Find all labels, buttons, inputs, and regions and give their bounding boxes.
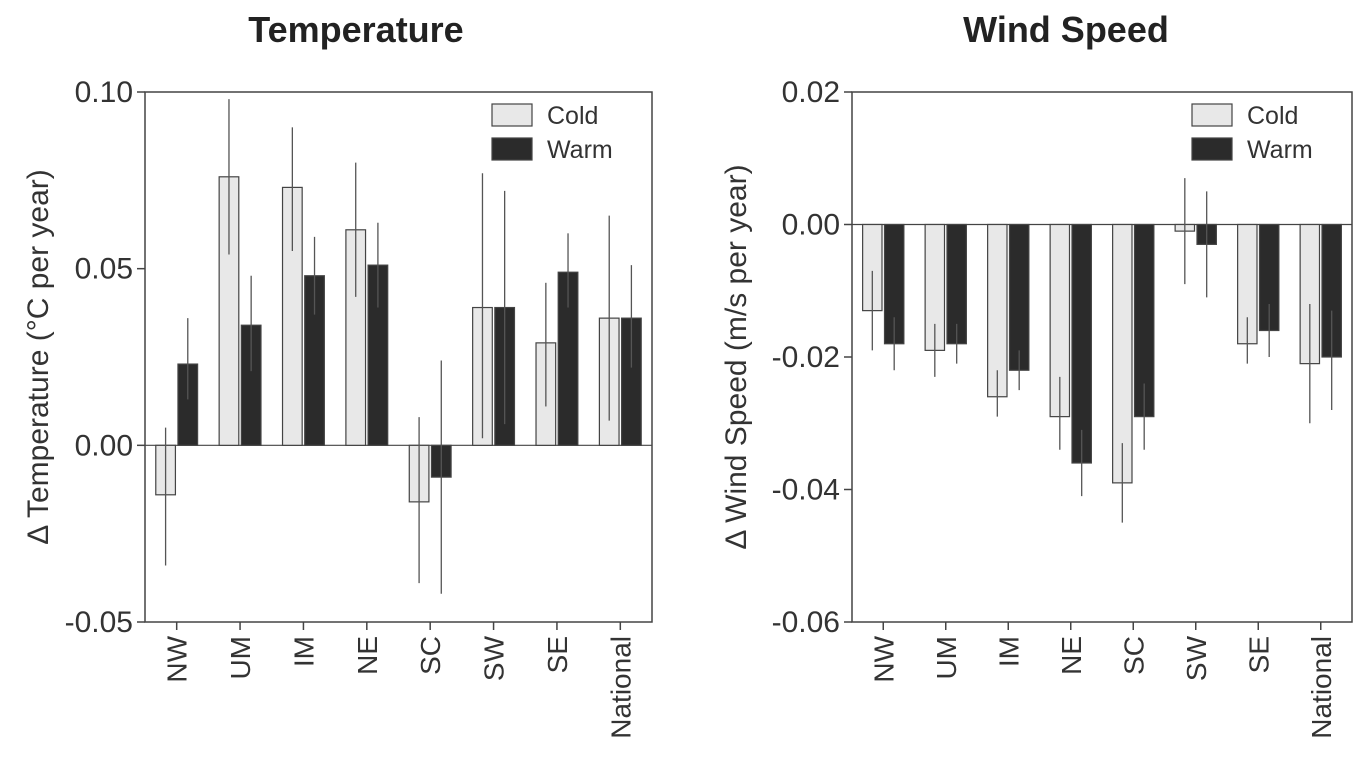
temperature-category-label: IM [288, 636, 319, 667]
legend-swatch-warm [1191, 137, 1233, 161]
wind-speed-bar-warm [1071, 223, 1092, 464]
temperature-plot-frame [144, 91, 653, 623]
temperature-title: Temperature [248, 9, 463, 50]
temperature-category-label: SC [415, 636, 446, 675]
legend-swatch-warm [491, 137, 533, 161]
wind-speed-category-label: NW [868, 635, 899, 682]
wind-speed-y-tick-label: 0.00 [782, 209, 840, 242]
wind-speed-plot-area: 0.02 0.00 -0.02 -0.04 -0.06 NW UM IM NE SC SW SE Nat… [772, 76, 1353, 739]
wind-speed-y-tick-label: -0.04 [772, 474, 840, 507]
temperature-category-label: SW [479, 635, 510, 681]
temperature-category-label: UM [225, 636, 256, 680]
temperature-y-tick-label: 0.05 [75, 253, 133, 286]
wind-speed-category-label: UM [931, 636, 962, 680]
temperature-y-tick-label: -0.05 [65, 606, 133, 639]
legend-label-warm: Warm [547, 136, 613, 164]
temperature-plot-area: 0.10 0.05 0.00 -0.05 NW UM IM NE SC SW SE National C… [65, 76, 653, 739]
temperature-y-axis-label: Δ Temperature (°C per year) [22, 169, 55, 545]
temperature-category-label: NW [162, 635, 193, 682]
wind-speed-category-label: National [1306, 636, 1337, 739]
wind-speed-y-tick-label: -0.06 [772, 606, 840, 639]
temperature-y-tick-label: 0.10 [75, 76, 133, 109]
wind-speed-y-axis-label: Δ Wind Speed (m/s per year) [720, 164, 753, 549]
wind-speed-category-label: IM [993, 636, 1024, 667]
temperature-category-label: NE [352, 636, 383, 675]
legend-swatch-cold [491, 103, 533, 127]
wind-speed-category-label: SC [1118, 636, 1149, 675]
wind-speed-panel: Wind Speed Δ Wind Speed (m/s per year) 0… [720, 9, 1353, 739]
wind-speed-category-label: SE [1243, 636, 1274, 673]
legend-label-cold: Cold [1247, 102, 1298, 130]
temperature-panel: Temperature Δ Temperature (°C per year) … [22, 9, 653, 739]
legend-swatch-cold [1191, 103, 1233, 127]
temperature-category-label: National [605, 636, 636, 739]
wind-speed-y-tick-label: -0.02 [772, 341, 840, 374]
temperature-category-label: SE [542, 636, 573, 673]
wind-speed-y-tick-label: 0.02 [782, 76, 840, 109]
wind-speed-title: Wind Speed [963, 9, 1169, 50]
wind-speed-category-label: SW [1181, 635, 1212, 681]
temperature-y-tick-label: 0.00 [75, 429, 133, 462]
legend-label-warm: Warm [1247, 136, 1313, 164]
wind-speed-bar-warm [1008, 223, 1030, 371]
wind-speed-plot-frame [851, 91, 1353, 623]
legend-label-cold: Cold [547, 102, 598, 130]
wind-speed-category-label: NE [1056, 636, 1087, 675]
